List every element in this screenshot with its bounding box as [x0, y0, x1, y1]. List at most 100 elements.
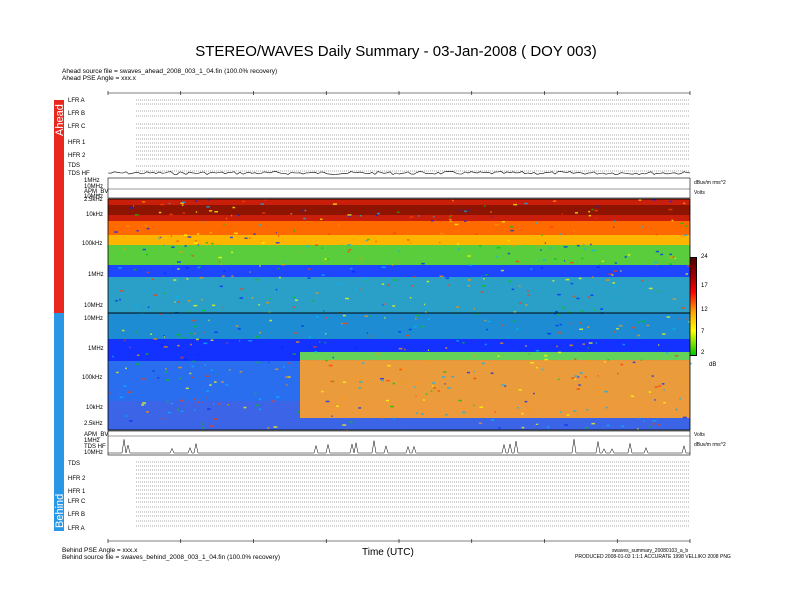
spectrogram-pixel [484, 343, 487, 346]
spectrogram-pixel [544, 242, 546, 244]
spectrogram-pixel [587, 326, 590, 328]
spectrogram-pixel [632, 361, 636, 364]
spectrogram-pixel [244, 408, 247, 411]
spectrogram-pixel [259, 265, 261, 267]
spectrogram-pixel [465, 283, 468, 285]
spectrogram-pixel [500, 269, 504, 272]
spectrogram-pixel [473, 377, 477, 380]
spectrogram-pixel [584, 427, 589, 429]
spectrogram-pixel [133, 268, 137, 271]
spectrogram-pixel [332, 356, 335, 359]
spectrogram-pixel [637, 321, 640, 324]
freq-tick: 10MHz [84, 316, 104, 322]
spectrogram-pixel [159, 235, 162, 238]
spectrogram-pixel [359, 257, 362, 260]
spectrogram-pixel [617, 372, 619, 375]
tds-trace [108, 439, 690, 454]
row-label: HFR 2 [68, 476, 86, 482]
spectrogram-pixel [146, 271, 150, 274]
spectrogram-pixel [222, 275, 225, 278]
spectrogram-pixel [226, 217, 228, 220]
spectrogram-ahead-band [108, 221, 690, 235]
spectrogram-pixel [163, 244, 165, 247]
spectrogram-pixel [328, 364, 333, 367]
spectrogram-pixel [595, 342, 598, 344]
spectrogram-pixel [332, 380, 335, 383]
spectrogram-pixel [275, 288, 278, 291]
spectrogram-pixel [185, 387, 189, 390]
spectrogram-pixel [376, 353, 380, 355]
spectrogram-pixel [592, 276, 594, 278]
spectrogram-pixel [579, 328, 584, 330]
spectrogram-pixel [641, 279, 644, 282]
spectrogram-pixel [311, 300, 315, 302]
spectrogram-pixel [221, 381, 225, 383]
spectrogram-pixel [146, 253, 148, 256]
spectrogram-pixel [159, 313, 162, 315]
spectrogram-pixel [234, 232, 238, 235]
spectrogram-pixel [142, 402, 146, 404]
spectrogram-pixel [267, 427, 270, 429]
spectrogram-pixel [423, 399, 425, 401]
spectrogram-pixel [348, 249, 352, 251]
spectrogram-pixel [141, 378, 146, 380]
spectrogram-pixel [677, 318, 679, 320]
spectrogram-pixel [553, 258, 557, 260]
spectrogram-pixel [222, 306, 224, 308]
spectrogram-pixel [440, 232, 444, 235]
freq-tick: 1MHz [84, 438, 100, 444]
spectrogram-pixel [381, 266, 386, 268]
spectrogram-pixel [652, 420, 657, 422]
spectrogram-pixel [540, 249, 542, 251]
spectrogram-pixel [134, 214, 139, 216]
spectrogram-pixel [365, 239, 368, 242]
spectrogram-pixel [195, 200, 198, 202]
spectrogram-pixel [201, 309, 206, 312]
spectrogram-pixel [466, 371, 470, 374]
spectrogram-pixel [384, 317, 386, 319]
spectrogram-pixel [507, 252, 510, 255]
spectrogram-pixel [542, 259, 546, 261]
row-label: LFR B [68, 512, 86, 518]
spectrogram-pixel [358, 407, 361, 409]
spectrogram-pixel [439, 241, 441, 244]
spectrogram-pixel [347, 214, 352, 216]
spectrogram-pixel [169, 213, 173, 216]
spectrogram-pixel [324, 341, 327, 344]
spectrogram-pixel [392, 279, 397, 281]
spectrogram-pixel [129, 346, 131, 349]
spectrogram-pixel [494, 411, 496, 413]
spectrogram-pixel [266, 301, 270, 304]
spectrogram-pixel [208, 199, 210, 201]
spectrogram-pixel [194, 409, 196, 411]
spectrogram-pixel [239, 297, 244, 299]
spectrogram-pixel [517, 407, 519, 409]
spectrogram-pixel [400, 367, 404, 370]
spectrogram-ahead-band [108, 235, 690, 245]
spectrogram-pixel [441, 376, 446, 378]
spectrogram-pixel [652, 423, 655, 425]
spectrogram-pixel [596, 205, 599, 208]
spectrogram-pixel [171, 246, 175, 248]
spectrogram-pixel [464, 220, 467, 222]
spectrogram-pixel [355, 288, 358, 291]
spectrogram-pixel [158, 237, 160, 240]
spectrogram-pixel [214, 211, 218, 213]
spectrogram-pixel [558, 331, 562, 334]
spectrogram-pixel [638, 417, 641, 419]
spectrogram-pixel [589, 360, 591, 362]
spectrogram-pixel [197, 316, 199, 319]
spectrogram-pixel [456, 306, 459, 308]
spectrogram-pixel [283, 366, 285, 368]
row-label: HFR 2 [68, 153, 86, 159]
spectrogram-pixel [538, 246, 540, 248]
spectrogram-pixel [591, 208, 594, 211]
spectrogram-pixel [268, 361, 270, 364]
spectrogram-pixel [343, 322, 348, 325]
spectrogram-pixel [500, 342, 504, 344]
spectrogram-pixel [290, 213, 293, 215]
spectrogram-pixel [454, 223, 459, 226]
spectrogram-pixel [231, 214, 233, 217]
spectrogram-pixel [554, 312, 556, 315]
spectrogram-pixel [294, 299, 298, 301]
